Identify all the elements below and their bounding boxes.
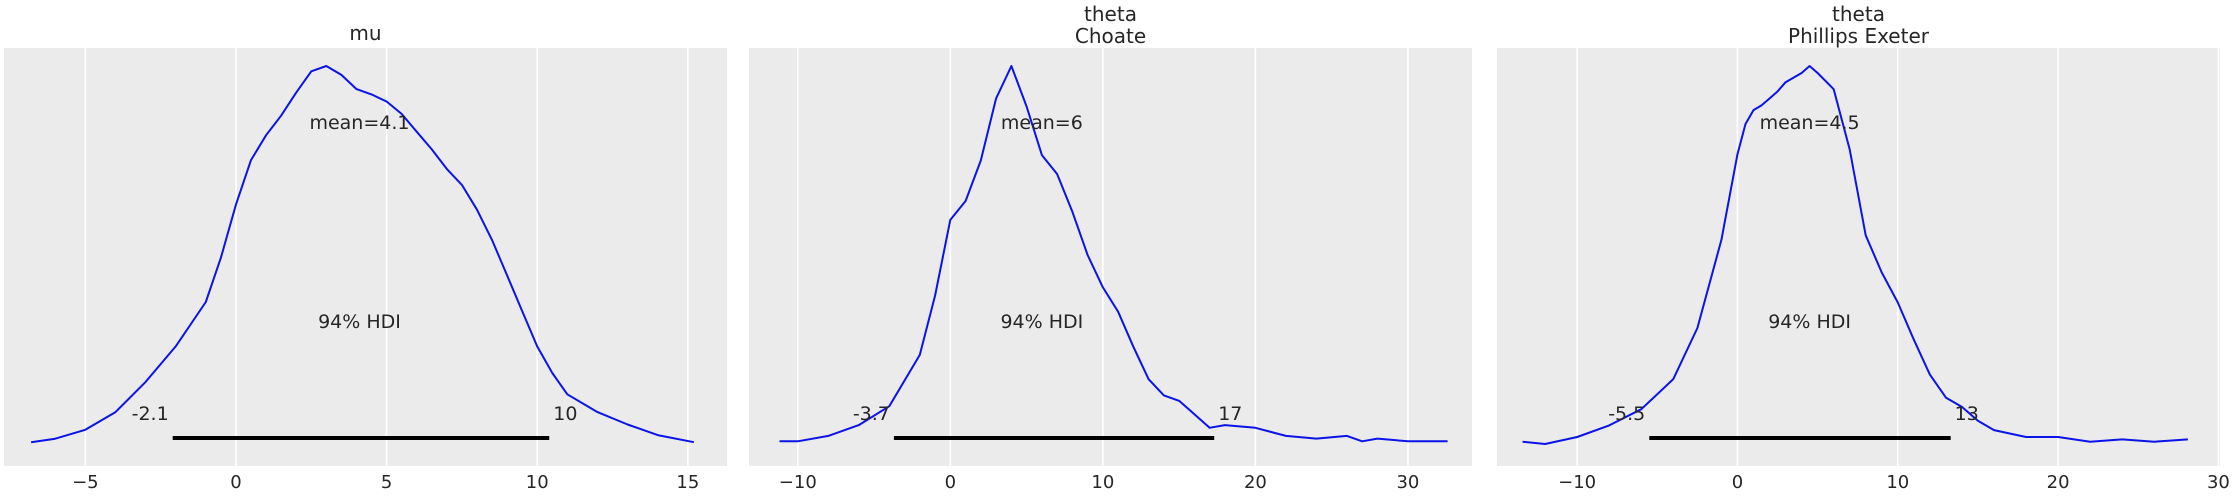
- subplot-title: theta: [1832, 2, 1885, 26]
- hdi-lower-label: -2.1: [132, 403, 169, 425]
- subplot-title: Choate: [1075, 24, 1146, 48]
- hdi-lower-label: -5.5: [1608, 403, 1645, 425]
- x-tick-label: 10: [1091, 472, 1114, 493]
- plot-area: [4, 48, 727, 466]
- plot-area: [1497, 48, 2220, 466]
- subplot-1: −5 0 5 10 15 mu mean=4.1 94% HDI -2.1 10: [4, 21, 727, 493]
- x-tick-label: 0: [230, 472, 241, 493]
- x-tick-label: 0: [945, 472, 956, 493]
- subplot-title: mu: [349, 21, 381, 45]
- x-tick-label: 10: [1886, 472, 1909, 493]
- plot-area: [749, 48, 1472, 466]
- x-tick-label: −10: [779, 472, 817, 493]
- x-tick-label: 15: [676, 472, 699, 493]
- x-tick-label: 20: [2047, 472, 2070, 493]
- hdi-lower-label: -3.7: [853, 403, 890, 425]
- hdi-label: 94% HDI: [318, 311, 401, 333]
- subplot-title: theta: [1084, 2, 1137, 26]
- mean-label: mean=6: [1001, 112, 1083, 134]
- x-tick-label: 30: [1396, 472, 1419, 493]
- density-line: [30, 65, 695, 444]
- x-tick-label: 20: [1244, 472, 1267, 493]
- hdi-label: 94% HDI: [1768, 311, 1851, 333]
- x-tick-label: −5: [72, 472, 99, 493]
- x-tick-label: 0: [1732, 472, 1743, 493]
- density-line: [779, 65, 1448, 443]
- x-tick-label: 30: [2207, 472, 2230, 493]
- density-line: [1522, 65, 2188, 445]
- subplot-title: Phillips Exeter: [1788, 24, 1930, 48]
- x-tick-label: 5: [381, 472, 392, 493]
- x-tick-label: 10: [526, 472, 549, 493]
- hdi-upper-label: 17: [1218, 403, 1242, 425]
- hdi-upper-label: 13: [1955, 403, 1979, 425]
- hdi-upper-label: 10: [553, 403, 577, 425]
- hdi-label: 94% HDI: [1000, 311, 1083, 333]
- mean-label: mean=4.5: [1760, 112, 1860, 134]
- mean-label: mean=4.1: [309, 112, 409, 134]
- x-tick-label: −10: [1558, 472, 1596, 493]
